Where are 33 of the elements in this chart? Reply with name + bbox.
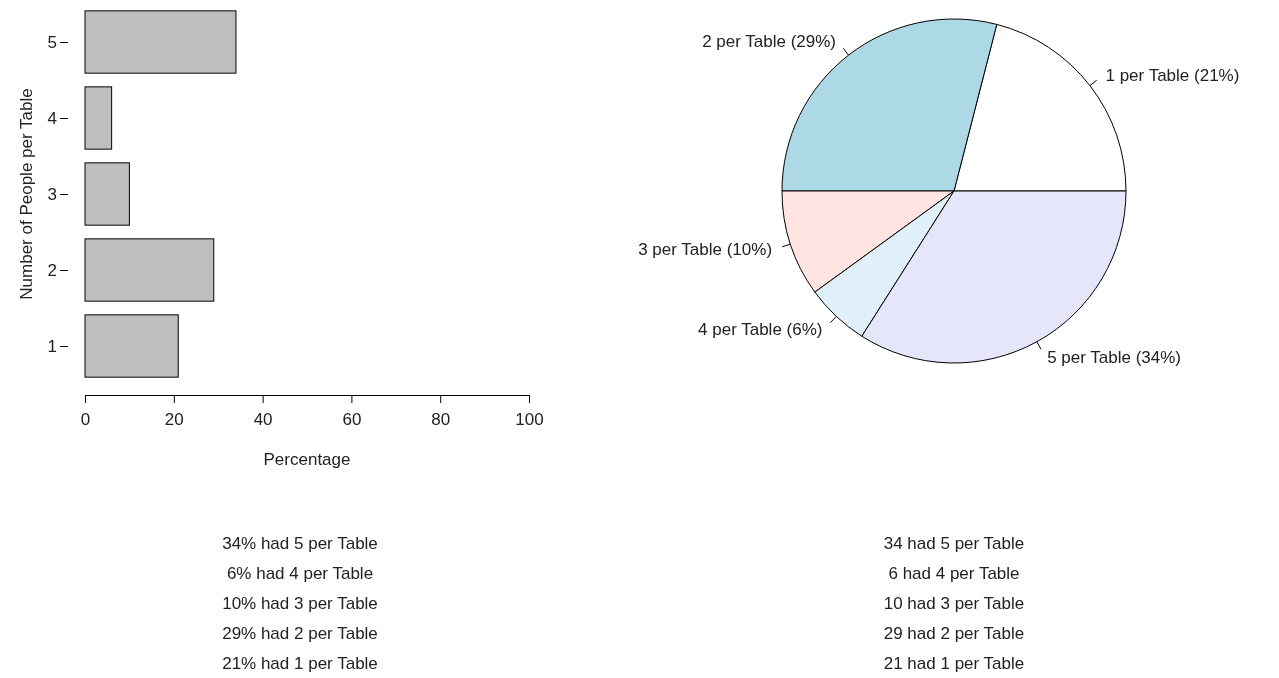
y-axis-title: Number of People per Table: [17, 88, 36, 300]
x-tick-label: 80: [431, 409, 451, 429]
x-tick-label: 0: [80, 409, 91, 429]
bar: [84, 238, 215, 302]
x-tick-label: 20: [164, 409, 184, 429]
x-tick-label: 100: [515, 409, 544, 429]
text: 6% had 4 per Table: [226, 564, 374, 583]
bar: [84, 314, 179, 378]
text: 21 had 1 per Table: [883, 654, 1025, 673]
y-tick-label: 2: [47, 260, 57, 280]
y-tick-label: 5: [47, 32, 57, 52]
slice-label: 1 per Table (21%): [1105, 65, 1240, 85]
x-axis-title: Percentage: [263, 450, 351, 469]
slice-label: 3 per Table (10%): [638, 240, 773, 260]
text: 34 had 5 per Table: [883, 534, 1025, 553]
text: 6 had 4 per Table: [888, 564, 1020, 583]
y-tick-label: 1: [47, 336, 57, 356]
y-tick-label: 4: [47, 108, 57, 128]
bar: [84, 162, 130, 226]
text: 10% had 3 per Table: [222, 594, 378, 613]
text: 29% had 2 per Table: [222, 624, 378, 643]
text: 21% had 1 per Table: [222, 654, 378, 673]
y-tick-label: 3: [47, 184, 57, 204]
text: 10 had 3 per Table: [883, 594, 1025, 613]
x-tick-label: 40: [253, 409, 273, 429]
text: 29 had 2 per Table: [883, 624, 1025, 643]
text: 34% had 5 per Table: [222, 534, 378, 553]
bar: [84, 10, 237, 74]
bar: [84, 86, 113, 150]
slice-label: 5 per Table (34%): [1047, 347, 1182, 367]
slice-label: 2 per Table (29%): [702, 32, 837, 52]
x-tick-label: 60: [342, 409, 362, 429]
slice-label: 4 per Table (6%): [698, 319, 823, 339]
